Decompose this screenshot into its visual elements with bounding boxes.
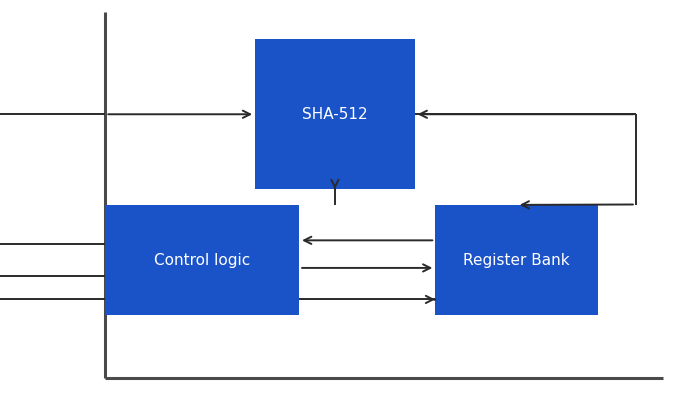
Text: Control logic: Control logic	[154, 253, 250, 268]
Bar	[435, 205, 598, 315]
Text: Register Bank: Register Bank	[464, 253, 570, 268]
Text: SHA-512: SHA-512	[302, 107, 368, 122]
Bar	[105, 205, 299, 315]
Bar	[255, 39, 415, 189]
